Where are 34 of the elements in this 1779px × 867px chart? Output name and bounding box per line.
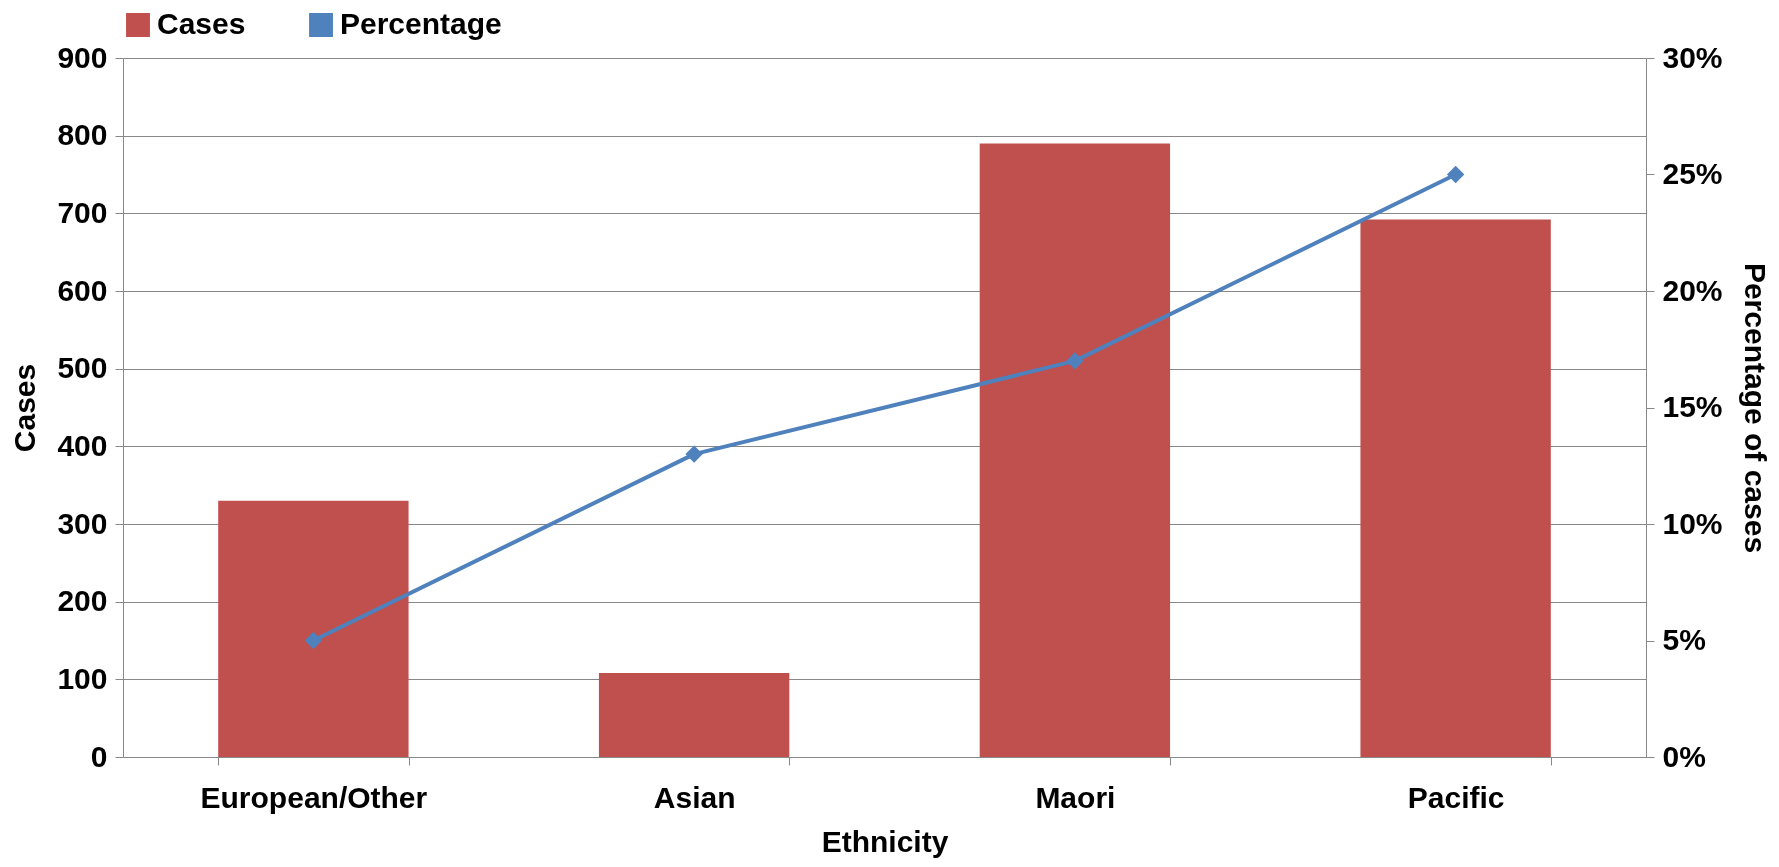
y2-tick-label: 10% [1662, 506, 1723, 540]
y2-tick-label: 20% [1662, 273, 1723, 307]
bar [598, 673, 790, 757]
point [304, 631, 323, 650]
x-tick-label: European/Other [200, 780, 428, 814]
y-tick-label: 400 [57, 428, 108, 462]
y-tick-label: 800 [57, 118, 108, 152]
x-axis-title: Ethnicity [821, 824, 949, 858]
y-tick-label: 900 [57, 40, 108, 74]
x-tick-label: Maori [1035, 780, 1116, 814]
y-tick-label: 300 [57, 506, 108, 540]
y-tick-label: 600 [57, 273, 108, 307]
y2-axis-title: Percentage of cases [1738, 262, 1772, 554]
x-tick-label: Asian [653, 780, 736, 814]
point [1066, 352, 1084, 370]
y-tick-label: 100 [57, 661, 108, 695]
y-tick-label: 0 [90, 739, 108, 773]
y2-tick-label: 30% [1662, 40, 1723, 74]
x-tick-label: Pacific [1407, 780, 1505, 814]
legend-label: Percentage [340, 7, 502, 40]
bar [979, 143, 1171, 757]
y2-tick-label: 5% [1662, 623, 1706, 656]
y-tick-label: 700 [57, 195, 108, 229]
y-tick-label: 500 [57, 351, 108, 385]
y2-tick-label: 0% [1662, 739, 1706, 773]
legend-label: Cases [157, 7, 246, 40]
y2-tick-label: 15% [1662, 390, 1723, 423]
bar [1360, 219, 1551, 757]
point [685, 445, 703, 463]
y-axis-title: Cases [8, 363, 42, 453]
bar [218, 500, 409, 757]
point [1446, 165, 1465, 184]
y-tick-label: 200 [57, 584, 108, 618]
y2-tick-label: 25% [1662, 157, 1723, 190]
